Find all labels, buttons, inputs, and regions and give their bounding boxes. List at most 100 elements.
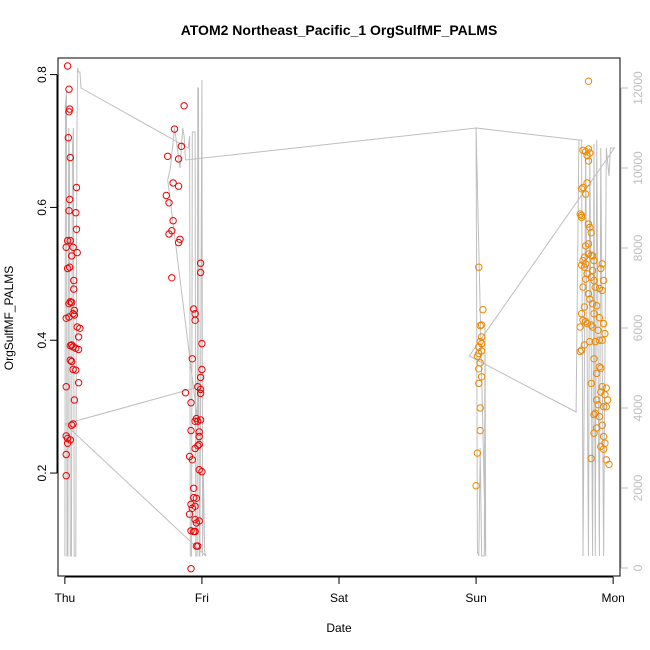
data-point-series-1	[191, 316, 199, 324]
data-point-series-2	[599, 445, 608, 453]
data-point-series-2	[473, 352, 482, 360]
y2-tick-label: 0	[631, 564, 645, 571]
data-point-series-1	[176, 235, 184, 244]
data-point-series-1	[188, 355, 197, 363]
data-point-series-1	[177, 142, 186, 151]
data-point-series-1	[187, 500, 195, 508]
data-point-series-1	[190, 484, 198, 492]
data-point-series-1	[192, 542, 201, 550]
data-point-series-1	[187, 426, 195, 435]
data-point-series-1	[65, 300, 73, 308]
data-point-series-2	[587, 229, 595, 237]
data-point-series-2	[590, 429, 598, 437]
data-point-series-2	[580, 303, 589, 311]
chart-title: ATOM2 Northeast_Pacific_1 OrgSulfMF_PALM…	[181, 22, 498, 38]
data-point-series-1	[62, 243, 70, 252]
data-point-series-2	[582, 317, 590, 326]
data-point-series-1	[188, 456, 197, 464]
data-point-series-1	[76, 324, 84, 332]
data-point-series-2	[475, 365, 483, 373]
data-point-series-1	[74, 345, 83, 354]
data-point-series-1	[73, 248, 81, 257]
x-tick-label: Sun	[465, 591, 486, 605]
data-point-series-1	[65, 207, 73, 215]
data-point-series-2	[597, 364, 605, 372]
data-point-series-1	[170, 125, 179, 133]
data-point-series-2	[583, 179, 591, 187]
data-point-series-2	[476, 404, 484, 412]
data-point-series-2	[599, 319, 608, 328]
data-point-series-2	[586, 337, 594, 346]
data-point-series-2	[595, 412, 604, 421]
data-point-series-2	[479, 306, 487, 314]
data-point-series-2	[476, 321, 484, 330]
data-point-series-2	[475, 379, 483, 388]
data-point-series-2	[593, 369, 601, 378]
data-point-series-2	[576, 323, 584, 331]
data-point-series-2	[583, 319, 591, 328]
data-point-series-2	[591, 337, 599, 346]
data-point-series-1	[174, 182, 183, 190]
data-point-series-2	[579, 283, 587, 291]
data-point-series-1	[174, 238, 183, 247]
data-point-series-2	[598, 383, 606, 391]
data-point-series-2	[599, 403, 608, 411]
data-point-series-2	[599, 432, 608, 441]
x-tick-label: Mon	[601, 591, 624, 605]
data-point-series-1	[180, 102, 188, 110]
data-point-series-1	[168, 274, 176, 282]
data-point-series-1	[191, 417, 199, 425]
data-point-series-1	[66, 195, 74, 204]
data-point-series-2	[582, 242, 590, 250]
x-axis-label: Date	[326, 621, 352, 635]
data-point-series-1	[63, 62, 72, 70]
data-point-series-2	[584, 290, 593, 298]
data-point-series-2	[582, 260, 590, 268]
data-point-series-1	[187, 565, 195, 573]
data-point-series-1	[62, 472, 70, 480]
data-point-series-1	[196, 259, 205, 267]
data-point-series-1	[169, 217, 177, 225]
data-point-series-1	[69, 243, 77, 252]
x-tick-label: Fri	[195, 591, 209, 605]
data-point-series-2	[588, 323, 597, 331]
data-point-series-2	[577, 310, 586, 318]
data-point-series-1	[69, 420, 77, 428]
data-point-series-2	[597, 388, 605, 396]
data-point-series-2	[579, 183, 587, 192]
data-point-series-1	[169, 179, 177, 187]
data-point-series-1	[68, 421, 76, 429]
data-point-series-1	[72, 225, 81, 234]
data-point-series-1	[198, 339, 206, 348]
data-point-series-1	[62, 383, 70, 391]
data-point-series-2	[587, 321, 595, 329]
data-point-series-2	[595, 363, 604, 371]
y2-tick-label: 12000	[631, 71, 645, 105]
data-point-series-2	[472, 482, 480, 490]
data-point-series-2	[605, 460, 613, 469]
data-point-series-1	[70, 396, 79, 404]
data-point-series-1	[195, 432, 203, 441]
data-point-series-1	[65, 85, 73, 93]
data-point-series-1	[64, 134, 73, 142]
y2-tick-label: 2000	[631, 474, 645, 501]
data-point-series-1	[192, 519, 201, 527]
data-point-series-1	[164, 152, 172, 161]
data-point-series-2	[584, 157, 593, 165]
data-point-series-2	[590, 310, 598, 318]
data-point-series-1	[70, 306, 79, 315]
data-point-series-2	[598, 286, 606, 295]
altitude-track-line	[63, 67, 616, 557]
data-point-series-1	[198, 365, 206, 374]
x-tick-label: Thu	[55, 591, 76, 605]
data-point-series-2	[594, 326, 602, 334]
data-points-layer	[62, 62, 613, 573]
data-point-series-2	[599, 276, 608, 285]
altitude-track-layer	[63, 67, 616, 557]
data-point-series-2	[590, 256, 598, 265]
data-point-series-2	[582, 190, 590, 198]
data-point-series-2	[577, 211, 586, 220]
data-point-series-2	[593, 302, 601, 310]
data-point-series-1	[66, 236, 75, 245]
data-point-series-1	[190, 305, 198, 313]
